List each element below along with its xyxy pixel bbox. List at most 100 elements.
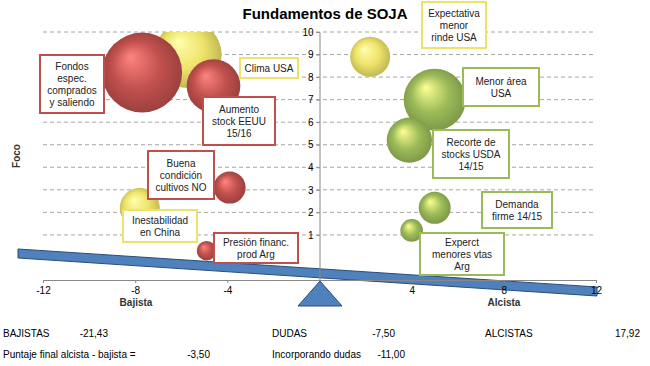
- y-tick-label: 7: [308, 94, 314, 105]
- annotation-text: condición: [160, 170, 202, 181]
- annotation-text: stocks USDA: [442, 149, 501, 160]
- x-tick: -12: [36, 280, 51, 296]
- summary-text: -11,00: [377, 349, 405, 360]
- annotation-box: [123, 210, 197, 242]
- annotation-text: Buena: [167, 158, 196, 169]
- y-tick-label: 2: [308, 207, 314, 218]
- annotation-text: Fondos: [55, 61, 88, 72]
- y-tick: 3: [308, 185, 320, 196]
- y-tick-mark: [317, 145, 320, 146]
- bubble: [419, 192, 451, 224]
- annotation: Fondosespec.compradosy saliendo: [40, 55, 104, 113]
- x-tick-label: 4: [409, 285, 415, 296]
- annotation-text: Recorte de: [447, 137, 496, 148]
- annotation-text: Arg: [454, 261, 470, 272]
- annotation: Expectativamenorrinde USA: [422, 2, 486, 48]
- x-tick: -4: [223, 280, 232, 296]
- annotation-box: [482, 192, 552, 228]
- annotation-box: [433, 130, 509, 178]
- annotation-box: [420, 233, 504, 275]
- annotation-box: [240, 58, 298, 78]
- annotation-text: USA: [491, 88, 512, 99]
- y-tick-mark: [317, 212, 320, 213]
- x-tick: 4: [409, 280, 415, 296]
- x-tick: 12: [591, 280, 603, 296]
- annotation: Experctmenores vtasArg: [420, 233, 504, 275]
- annotation-text: prod Arg: [237, 249, 275, 260]
- y-tick-mark: [317, 167, 320, 168]
- x-tick-mark: [504, 280, 505, 283]
- seesaw-bar: [18, 249, 597, 296]
- annotation: Aumentostock EEUU15/16: [203, 97, 275, 145]
- y-tick-label: 6: [308, 117, 314, 128]
- summary-text: -3,50: [187, 349, 210, 360]
- x-tick-label: -12: [36, 285, 51, 296]
- y-tick-label: 8: [308, 72, 314, 83]
- bubble: [102, 33, 182, 113]
- x-tick-mark: [135, 280, 136, 283]
- y-tick-label: 5: [308, 139, 314, 150]
- annotation: Presión financ.prod Arg: [214, 233, 298, 263]
- summary-text: 17,92: [615, 328, 640, 339]
- x-tick-mark: [43, 280, 44, 283]
- annotation-text: stock EEUU: [212, 116, 266, 127]
- y-tick: 8: [308, 72, 320, 83]
- x-side-label: Bajista: [120, 297, 153, 308]
- summary: BAJISTAS-21,43DUDAS-7,50ALCISTAS17,92Pun…: [3, 328, 640, 360]
- chart: Fundamentos de SOJA-12-8-448121234567891…: [0, 0, 650, 366]
- y-axis: 12345678910: [302, 27, 320, 281]
- bubble-series: [102, 33, 246, 261]
- y-tick-label: 9: [308, 49, 314, 60]
- y-tick-mark: [317, 32, 320, 33]
- annotation-box: [40, 55, 104, 113]
- y-tick-mark: [317, 77, 320, 78]
- y-tick: 2: [308, 207, 320, 218]
- annotation-box: [148, 151, 214, 199]
- annotation: Clima USA: [240, 58, 298, 78]
- y-tick: 10: [302, 27, 319, 38]
- y-tick-label: 10: [302, 27, 314, 38]
- summary-text: DUDAS: [272, 328, 307, 339]
- y-tick-mark: [317, 235, 320, 236]
- x-tick-label: -4: [223, 285, 232, 296]
- annotation: Menor áreaUSA: [463, 68, 539, 106]
- y-tick-label: 1: [308, 230, 314, 241]
- x-tick-label: -8: [131, 285, 140, 296]
- annotation-text: 14/15: [458, 161, 483, 172]
- annotation-text: espec.: [57, 73, 86, 84]
- annotation-text: 15/16: [226, 128, 251, 139]
- grid-line: [43, 32, 596, 33]
- annotation-text: Presión financ.: [223, 237, 289, 248]
- annotation-text: y saliendo: [49, 97, 94, 108]
- summary-text: Puntaje final alcista - bajista =: [3, 349, 136, 360]
- y-tick: 6: [308, 117, 320, 128]
- bubble: [350, 37, 390, 77]
- y-tick: 7: [308, 94, 320, 105]
- x-tick-mark: [412, 280, 413, 283]
- annotation-text: Aumento: [219, 104, 259, 115]
- title: Fundamentos de SOJA: [242, 5, 407, 22]
- y-tick-label: 3: [308, 185, 314, 196]
- summary-text: -21,43: [80, 328, 109, 339]
- annotation-text: Menor área: [475, 76, 527, 87]
- x-side-label: Alcista: [488, 297, 521, 308]
- x-axis: -12-8-44812: [36, 280, 602, 296]
- x-tick-label: 12: [591, 285, 603, 296]
- plot-marks: [102, 32, 466, 260]
- annotation-text: rinde USA: [431, 32, 477, 43]
- x-tick-mark: [596, 280, 597, 283]
- annotation-box: [203, 97, 275, 145]
- annotation-text: comprados: [47, 85, 96, 96]
- annotation-text: cultivos NO: [155, 182, 206, 193]
- annotation-text: Experct: [445, 237, 479, 248]
- annotation: Demandafirme 14/15: [482, 192, 552, 228]
- annotation-text: Clima USA: [245, 63, 294, 74]
- annotation: Inestabilidaden China: [123, 210, 197, 242]
- background: [0, 0, 650, 366]
- y-tick-mark: [317, 190, 320, 191]
- summary-text: ALCISTAS: [485, 328, 533, 339]
- annotation-text: Inestabilidad: [132, 215, 188, 226]
- y-tick-mark: [317, 100, 320, 101]
- annotation-text: menores vtas: [432, 249, 492, 260]
- summary-text: BAJISTAS: [3, 328, 50, 339]
